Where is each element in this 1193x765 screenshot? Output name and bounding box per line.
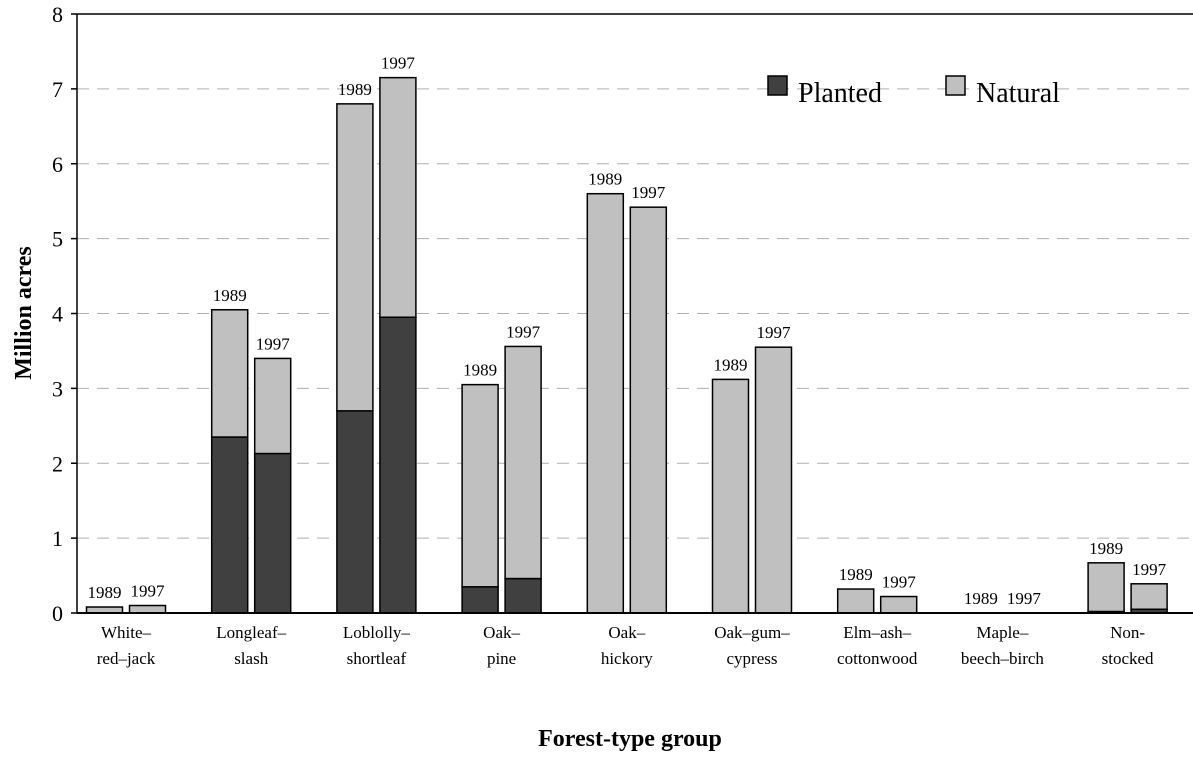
y-tick-label: 0	[52, 601, 63, 626]
bar-natural-1997	[754, 346, 793, 614]
legend-swatch-natural	[945, 75, 966, 96]
year-label: 1997	[1007, 589, 1042, 608]
category-label: pine	[487, 649, 516, 668]
bar-natural-1989	[210, 309, 249, 438]
category-label: slash	[234, 649, 269, 668]
category-label: Loblolly–	[343, 623, 411, 642]
year-label: 1989	[1089, 539, 1123, 558]
year-label: 1989	[463, 361, 497, 380]
year-label: 1997	[256, 334, 291, 353]
category-label: Non-	[1110, 623, 1145, 642]
bars	[85, 76, 1168, 614]
year-label: 1989	[588, 170, 622, 189]
category-label: cypress	[727, 649, 778, 668]
year-label: 1989	[839, 565, 873, 584]
legend: Planted Natural	[767, 75, 1060, 109]
bar-natural-1997	[504, 345, 542, 580]
bar-planted-1989	[461, 586, 499, 614]
bar-natural-1989	[586, 192, 625, 614]
bar-planted-1997	[253, 452, 292, 614]
year-label: 1997	[381, 54, 416, 73]
year-label: 1989	[964, 589, 998, 608]
bar-natural-1997	[879, 595, 918, 614]
y-tick-label: 7	[52, 77, 63, 102]
labels: 0 1 2 3 4 5 6 7 8 1989 1997 White– red–jack 1989 1997 L…	[52, 2, 1167, 668]
y-tick-label: 2	[52, 451, 63, 476]
category-label: Maple–	[976, 623, 1028, 642]
legend-swatch-planted	[767, 75, 788, 96]
legend-label-planted: Planted	[798, 78, 882, 109]
year-label: 1997	[882, 573, 917, 592]
year-label: 1997	[757, 323, 792, 342]
category-label: Longleaf–	[216, 623, 286, 642]
bar-natural-1989	[336, 103, 374, 412]
y-tick-label: 6	[52, 152, 63, 177]
category-label: Oak–	[608, 623, 645, 642]
bar-natural-1989	[1087, 562, 1125, 613]
category-label: red–jack	[97, 649, 156, 668]
category-label: Elm–ash–	[843, 623, 911, 642]
category-label: hickory	[601, 649, 653, 668]
year-label: 1989	[714, 355, 748, 374]
category-label: beech–birch	[961, 649, 1045, 668]
y-tick-label: 4	[52, 302, 63, 327]
year-label: 1997	[1132, 560, 1167, 579]
year-label: 1989	[88, 583, 122, 602]
bar-natural-1997	[379, 76, 417, 318]
bar-natural-1989	[711, 378, 750, 614]
year-label: 1997	[506, 322, 541, 341]
year-label: 1997	[131, 582, 166, 601]
year-label: 1997	[631, 183, 666, 202]
bar-natural-1997	[1130, 583, 1168, 611]
bar-natural-1989	[836, 588, 875, 614]
legend-label-natural: Natural	[976, 78, 1060, 109]
category-label: White–	[101, 623, 152, 642]
category-label: cottonwood	[837, 649, 918, 668]
y-axis-title: Million acres	[11, 246, 37, 380]
x-axis-title: Forest-type group	[538, 726, 722, 752]
bar-planted-1989	[336, 410, 374, 614]
bar-natural-1989	[461, 383, 499, 588]
y-tick-label: 3	[52, 376, 63, 401]
bar-planted-1997	[504, 577, 542, 614]
bar-planted-1997	[379, 316, 417, 614]
category-label: stocked	[1102, 649, 1154, 668]
category-label: Oak–gum–	[714, 623, 790, 642]
bar-natural-1997	[128, 604, 167, 614]
y-tick-label: 8	[52, 2, 63, 27]
axes	[71, 13, 1193, 614]
year-label: 1989	[338, 80, 372, 99]
category-label: shortleaf	[347, 649, 407, 668]
bar-natural-1997	[253, 357, 292, 455]
y-tick-label: 5	[52, 227, 63, 252]
category-label: Oak–	[483, 623, 520, 642]
bar-planted-1989	[210, 436, 249, 614]
bar-natural-1997	[629, 206, 668, 614]
y-tick-label: 1	[52, 526, 63, 551]
year-label: 1989	[213, 286, 247, 305]
